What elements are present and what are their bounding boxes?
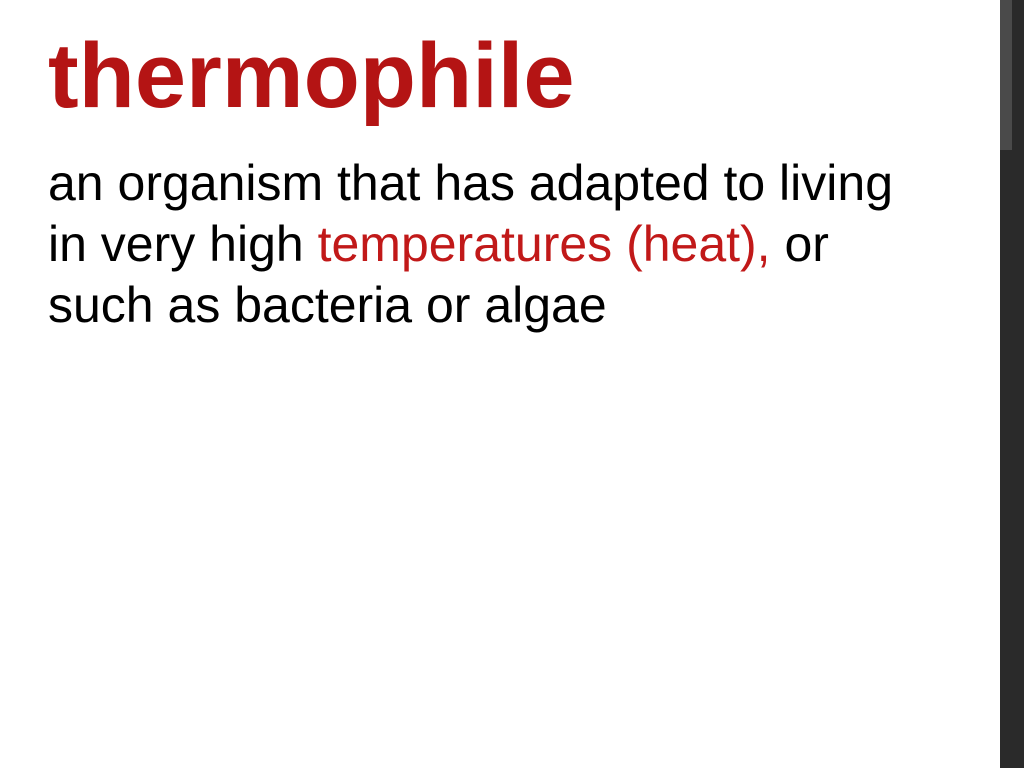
- viewer-sidebar-accent: [1000, 0, 1012, 150]
- slide-title: thermophile: [48, 28, 952, 125]
- definition-part-1: temperatures (heat),: [318, 216, 771, 272]
- slide-content: thermophile an organism that has adapted…: [0, 0, 1000, 336]
- viewer-sidebar: [1000, 0, 1024, 768]
- slide-definition: an organism that has adapted to living i…: [48, 153, 928, 336]
- slide: thermophile an organism that has adapted…: [0, 0, 1000, 768]
